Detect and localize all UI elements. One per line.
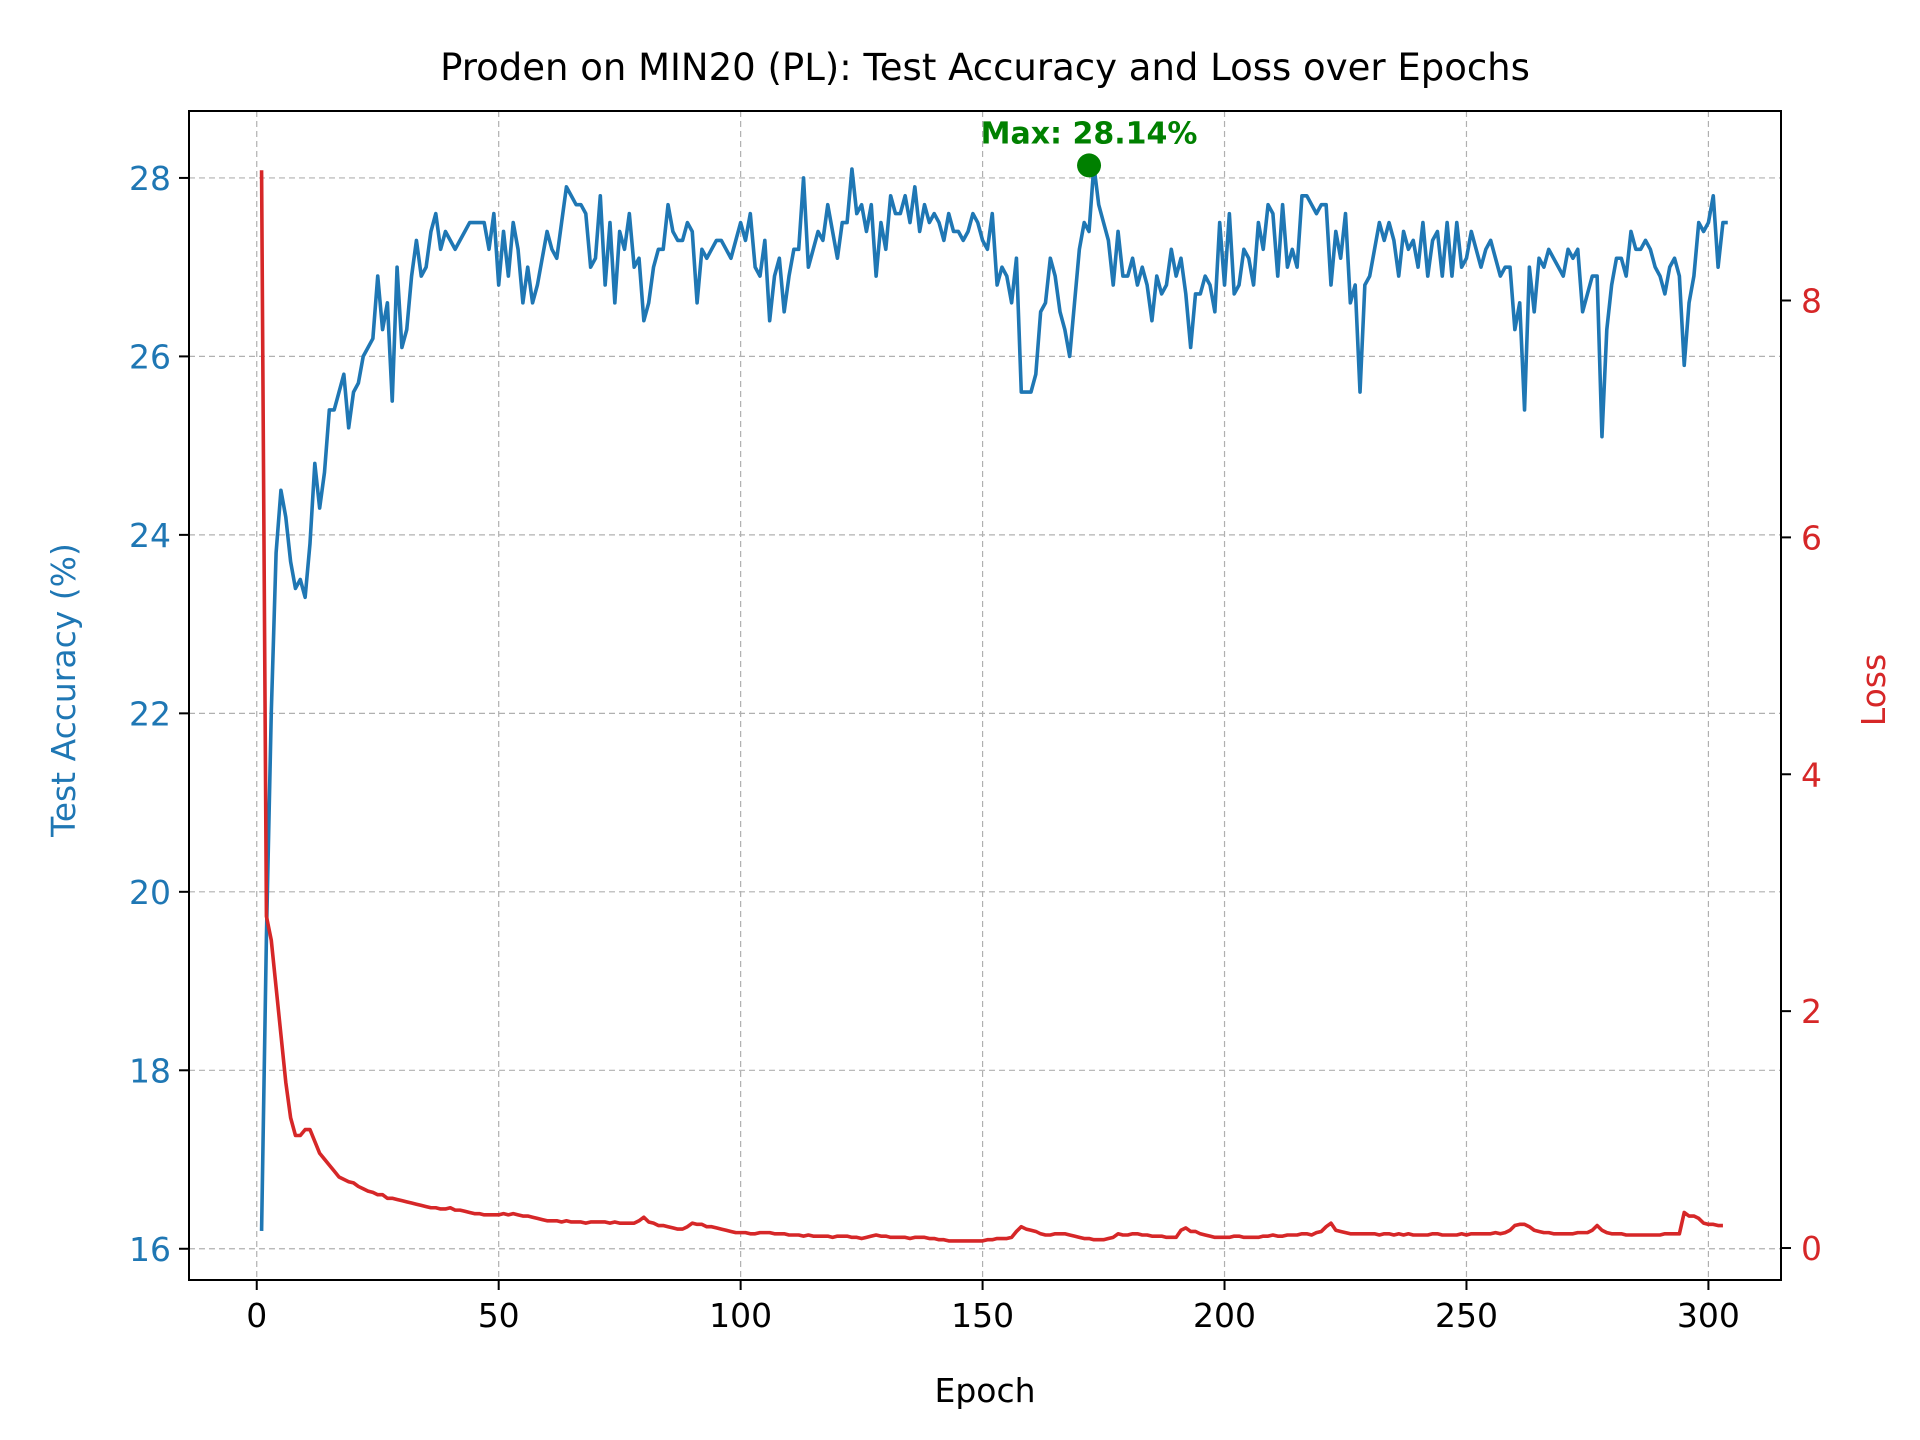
x-tick-label: 50: [478, 1296, 520, 1335]
loss-line: [259, 170, 1723, 1243]
y-axis-right-label: Loss: [1854, 654, 1893, 726]
y-left-tick-label: 24: [129, 516, 171, 555]
x-tick-label: 300: [1677, 1296, 1740, 1335]
annotation-group: Max: 28.14%: [981, 116, 1198, 178]
y-left-tick-label: 22: [129, 694, 171, 733]
accuracy-line: [259, 163, 1728, 1231]
x-axis-label: Epoch: [934, 1371, 1035, 1410]
y-left-tick-label: 18: [129, 1051, 171, 1090]
y-axis-left-label: Test Accuracy (%): [44, 543, 83, 838]
y-left-tick-label: 26: [129, 337, 171, 376]
y-right-tick-label: 8: [1801, 282, 1822, 321]
x-tick-label: 0: [246, 1296, 267, 1335]
x-tick-label: 200: [1193, 1296, 1256, 1335]
y-left-tick-label: 28: [129, 159, 171, 198]
max-accuracy-label: Max: 28.14%: [981, 116, 1198, 151]
y-right-tick-label: 2: [1801, 992, 1822, 1031]
x-tick-label: 100: [709, 1296, 772, 1335]
y-left-tick-label: 16: [129, 1230, 171, 1269]
x-tick-label: 150: [951, 1296, 1014, 1335]
x-tick-label: 250: [1435, 1296, 1498, 1335]
y-right-tick-label: 6: [1801, 518, 1822, 557]
y-right-tick-label: 0: [1801, 1229, 1822, 1268]
plot-series: [259, 163, 1728, 1243]
max-accuracy-marker: [1077, 153, 1102, 178]
chart-title: Proden on MIN20 (PL): Test Accuracy and …: [440, 46, 1530, 89]
y-left-tick-label: 20: [129, 873, 171, 912]
plot-frame: [188, 110, 1782, 1281]
grid: [189, 111, 1781, 1280]
y-right-tick-label: 4: [1801, 755, 1822, 794]
